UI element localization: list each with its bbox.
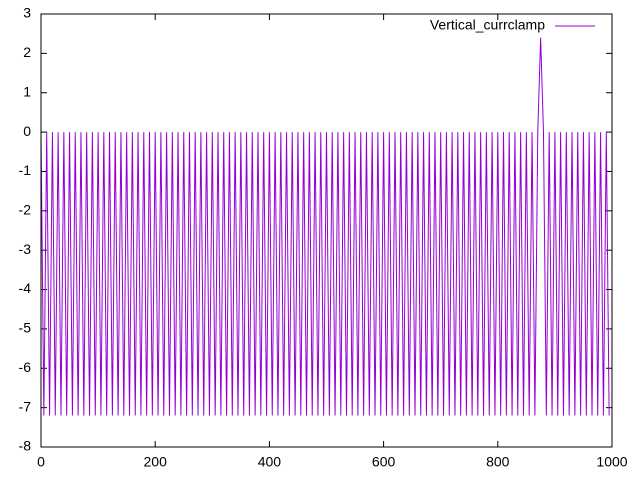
x-tick-label: 400 bbox=[258, 454, 282, 470]
x-tick-label: 1000 bbox=[596, 454, 627, 470]
y-tick-label: -1 bbox=[19, 162, 32, 178]
y-tick-label: 2 bbox=[23, 44, 31, 60]
y-tick-label: -5 bbox=[19, 320, 32, 336]
plot-border bbox=[40, 13, 613, 448]
y-tick-label: 0 bbox=[23, 123, 31, 139]
x-tick-label: 200 bbox=[144, 454, 168, 470]
y-tick-label: 3 bbox=[23, 5, 31, 21]
y-tick-label: -4 bbox=[19, 280, 32, 296]
series-line bbox=[40, 37, 610, 416]
legend-label: Vertical_currclamp bbox=[430, 17, 545, 33]
x-tick-label: 800 bbox=[486, 454, 510, 470]
y-tick-label: -6 bbox=[19, 359, 32, 375]
x-tick-label: 600 bbox=[372, 454, 396, 470]
y-tick-label: -8 bbox=[19, 438, 32, 454]
y-tick-label: -3 bbox=[19, 241, 32, 257]
y-tick-label: -7 bbox=[19, 398, 32, 414]
y-tick-label: -2 bbox=[19, 202, 32, 218]
x-tick-label: 0 bbox=[37, 454, 45, 470]
y-tick-label: 1 bbox=[23, 83, 31, 99]
